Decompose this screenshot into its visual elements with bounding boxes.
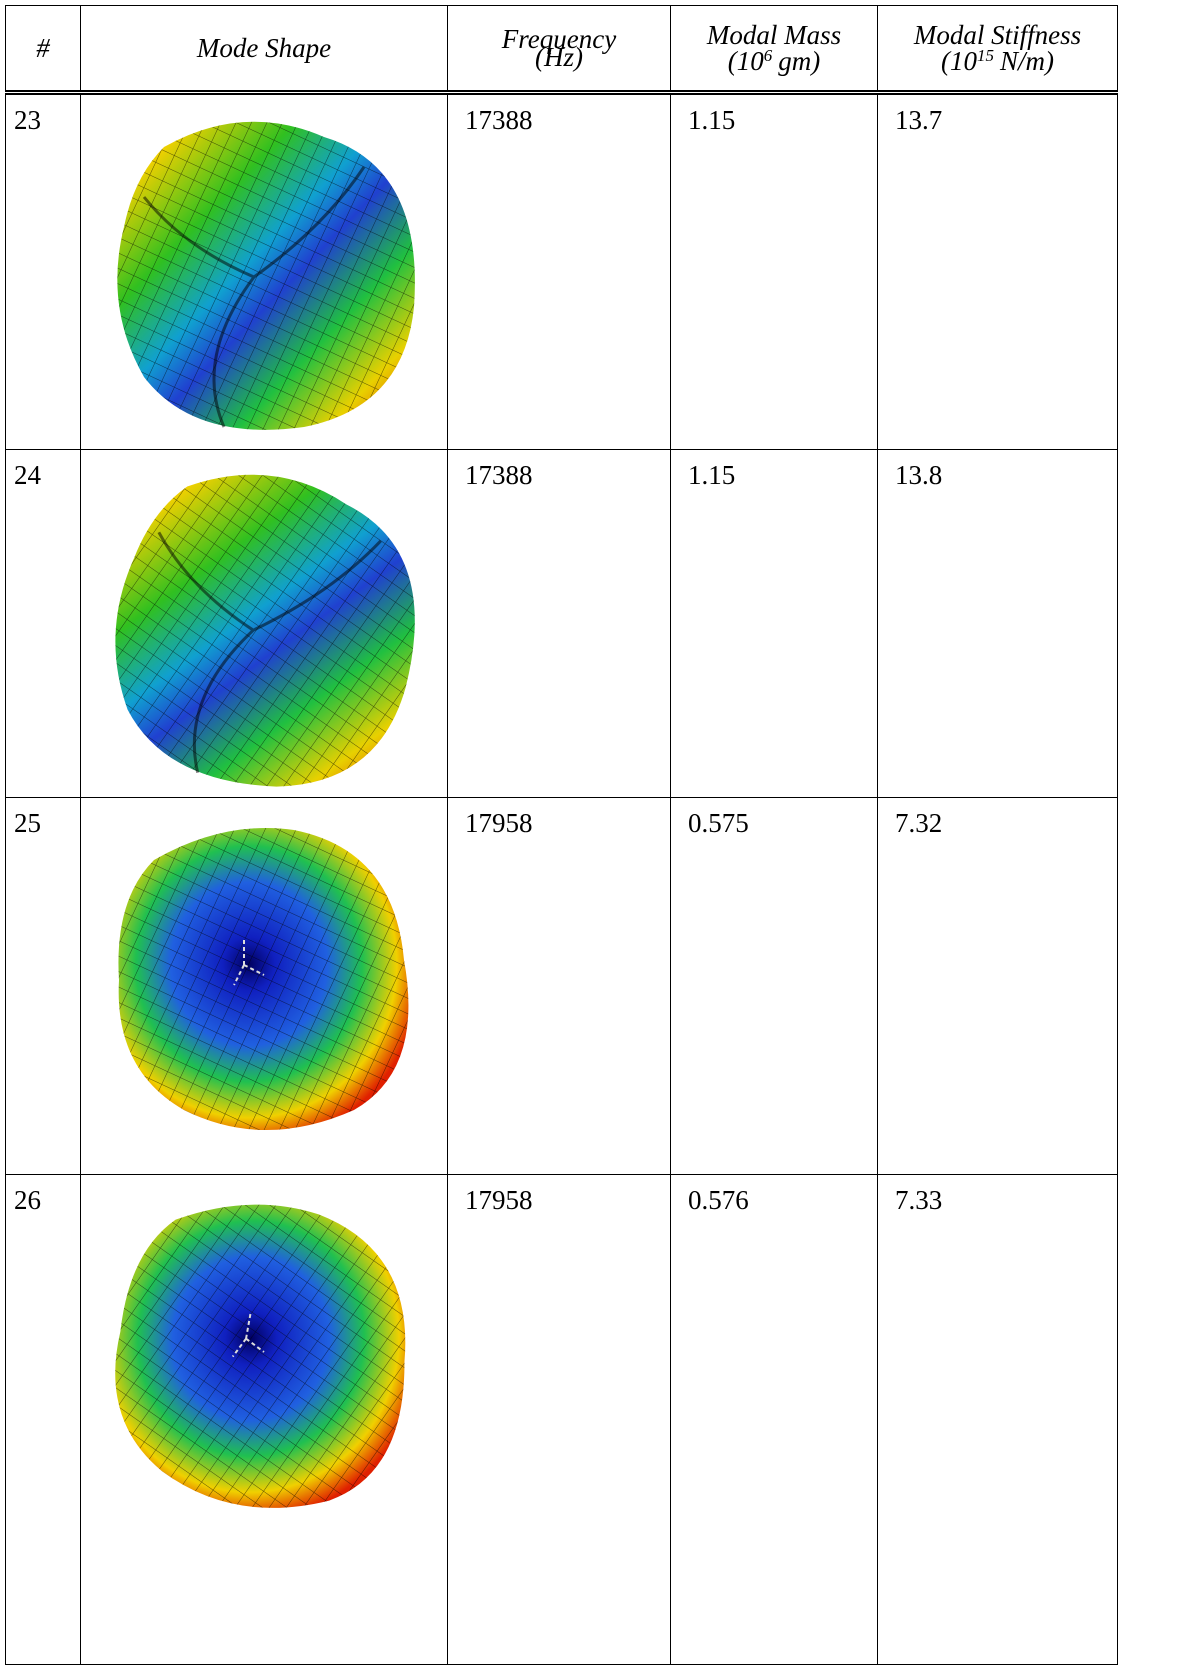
modal-stiffness: 13.7: [878, 93, 1118, 450]
mode-shape-cell: [81, 450, 448, 798]
page: # Mode Shape Frequency(Hz) Modal Mass(10…: [0, 0, 1186, 1667]
mode-shape-image: [104, 810, 424, 1140]
modal-mass: 1.15: [671, 93, 878, 450]
exponent: 6: [764, 46, 773, 65]
mode-shape-image: [104, 462, 424, 792]
header-line: Modal Mass: [671, 22, 877, 48]
mode-shape-cell: [81, 93, 448, 450]
frequency: 17958: [448, 1175, 671, 1665]
header-cell: Modal Mass(106 gm): [671, 6, 878, 93]
header-cell: #: [6, 6, 81, 93]
mode-number: 23: [6, 93, 81, 450]
modal-mass: 0.576: [671, 1175, 878, 1665]
unit: N/m): [1000, 46, 1054, 76]
modes-table: # Mode Shape Frequency(Hz) Modal Mass(10…: [5, 5, 1118, 1665]
frequency: 17958: [448, 798, 671, 1175]
modal-mass: 1.15: [671, 450, 878, 798]
modal-stiffness: 13.8: [878, 450, 1118, 798]
header-cell: Modal Stiffness(1015 N/m): [878, 6, 1118, 93]
header-cell: Frequency(Hz): [448, 6, 671, 93]
unit: gm): [778, 46, 820, 76]
header-row: # Mode Shape Frequency(Hz) Modal Mass(10…: [6, 6, 1118, 93]
mode-number: 24: [6, 450, 81, 798]
unit: (10: [941, 46, 977, 76]
exponent: 15: [977, 46, 994, 65]
mode-shape-image: [104, 1187, 424, 1517]
mode-number: 25: [6, 798, 81, 1175]
frequency: 17388: [448, 93, 671, 450]
mode-shape-cell: [81, 1175, 448, 1665]
unit: (10: [728, 46, 764, 76]
frequency: 17388: [448, 450, 671, 798]
header-line: Modal Stiffness: [878, 22, 1117, 48]
modal-stiffness: 7.32: [878, 798, 1118, 1175]
mode-shape-image: [104, 107, 424, 437]
header-line: (Hz): [448, 44, 670, 70]
mode-shape-cell: [81, 798, 448, 1175]
modal-mass: 0.575: [671, 798, 878, 1175]
header-line: (106 gm): [671, 48, 877, 74]
header-line: (1015 N/m): [878, 48, 1117, 74]
modal-stiffness: 7.33: [878, 1175, 1118, 1665]
mode-number: 26: [6, 1175, 81, 1665]
header-cell: Mode Shape: [81, 6, 448, 93]
